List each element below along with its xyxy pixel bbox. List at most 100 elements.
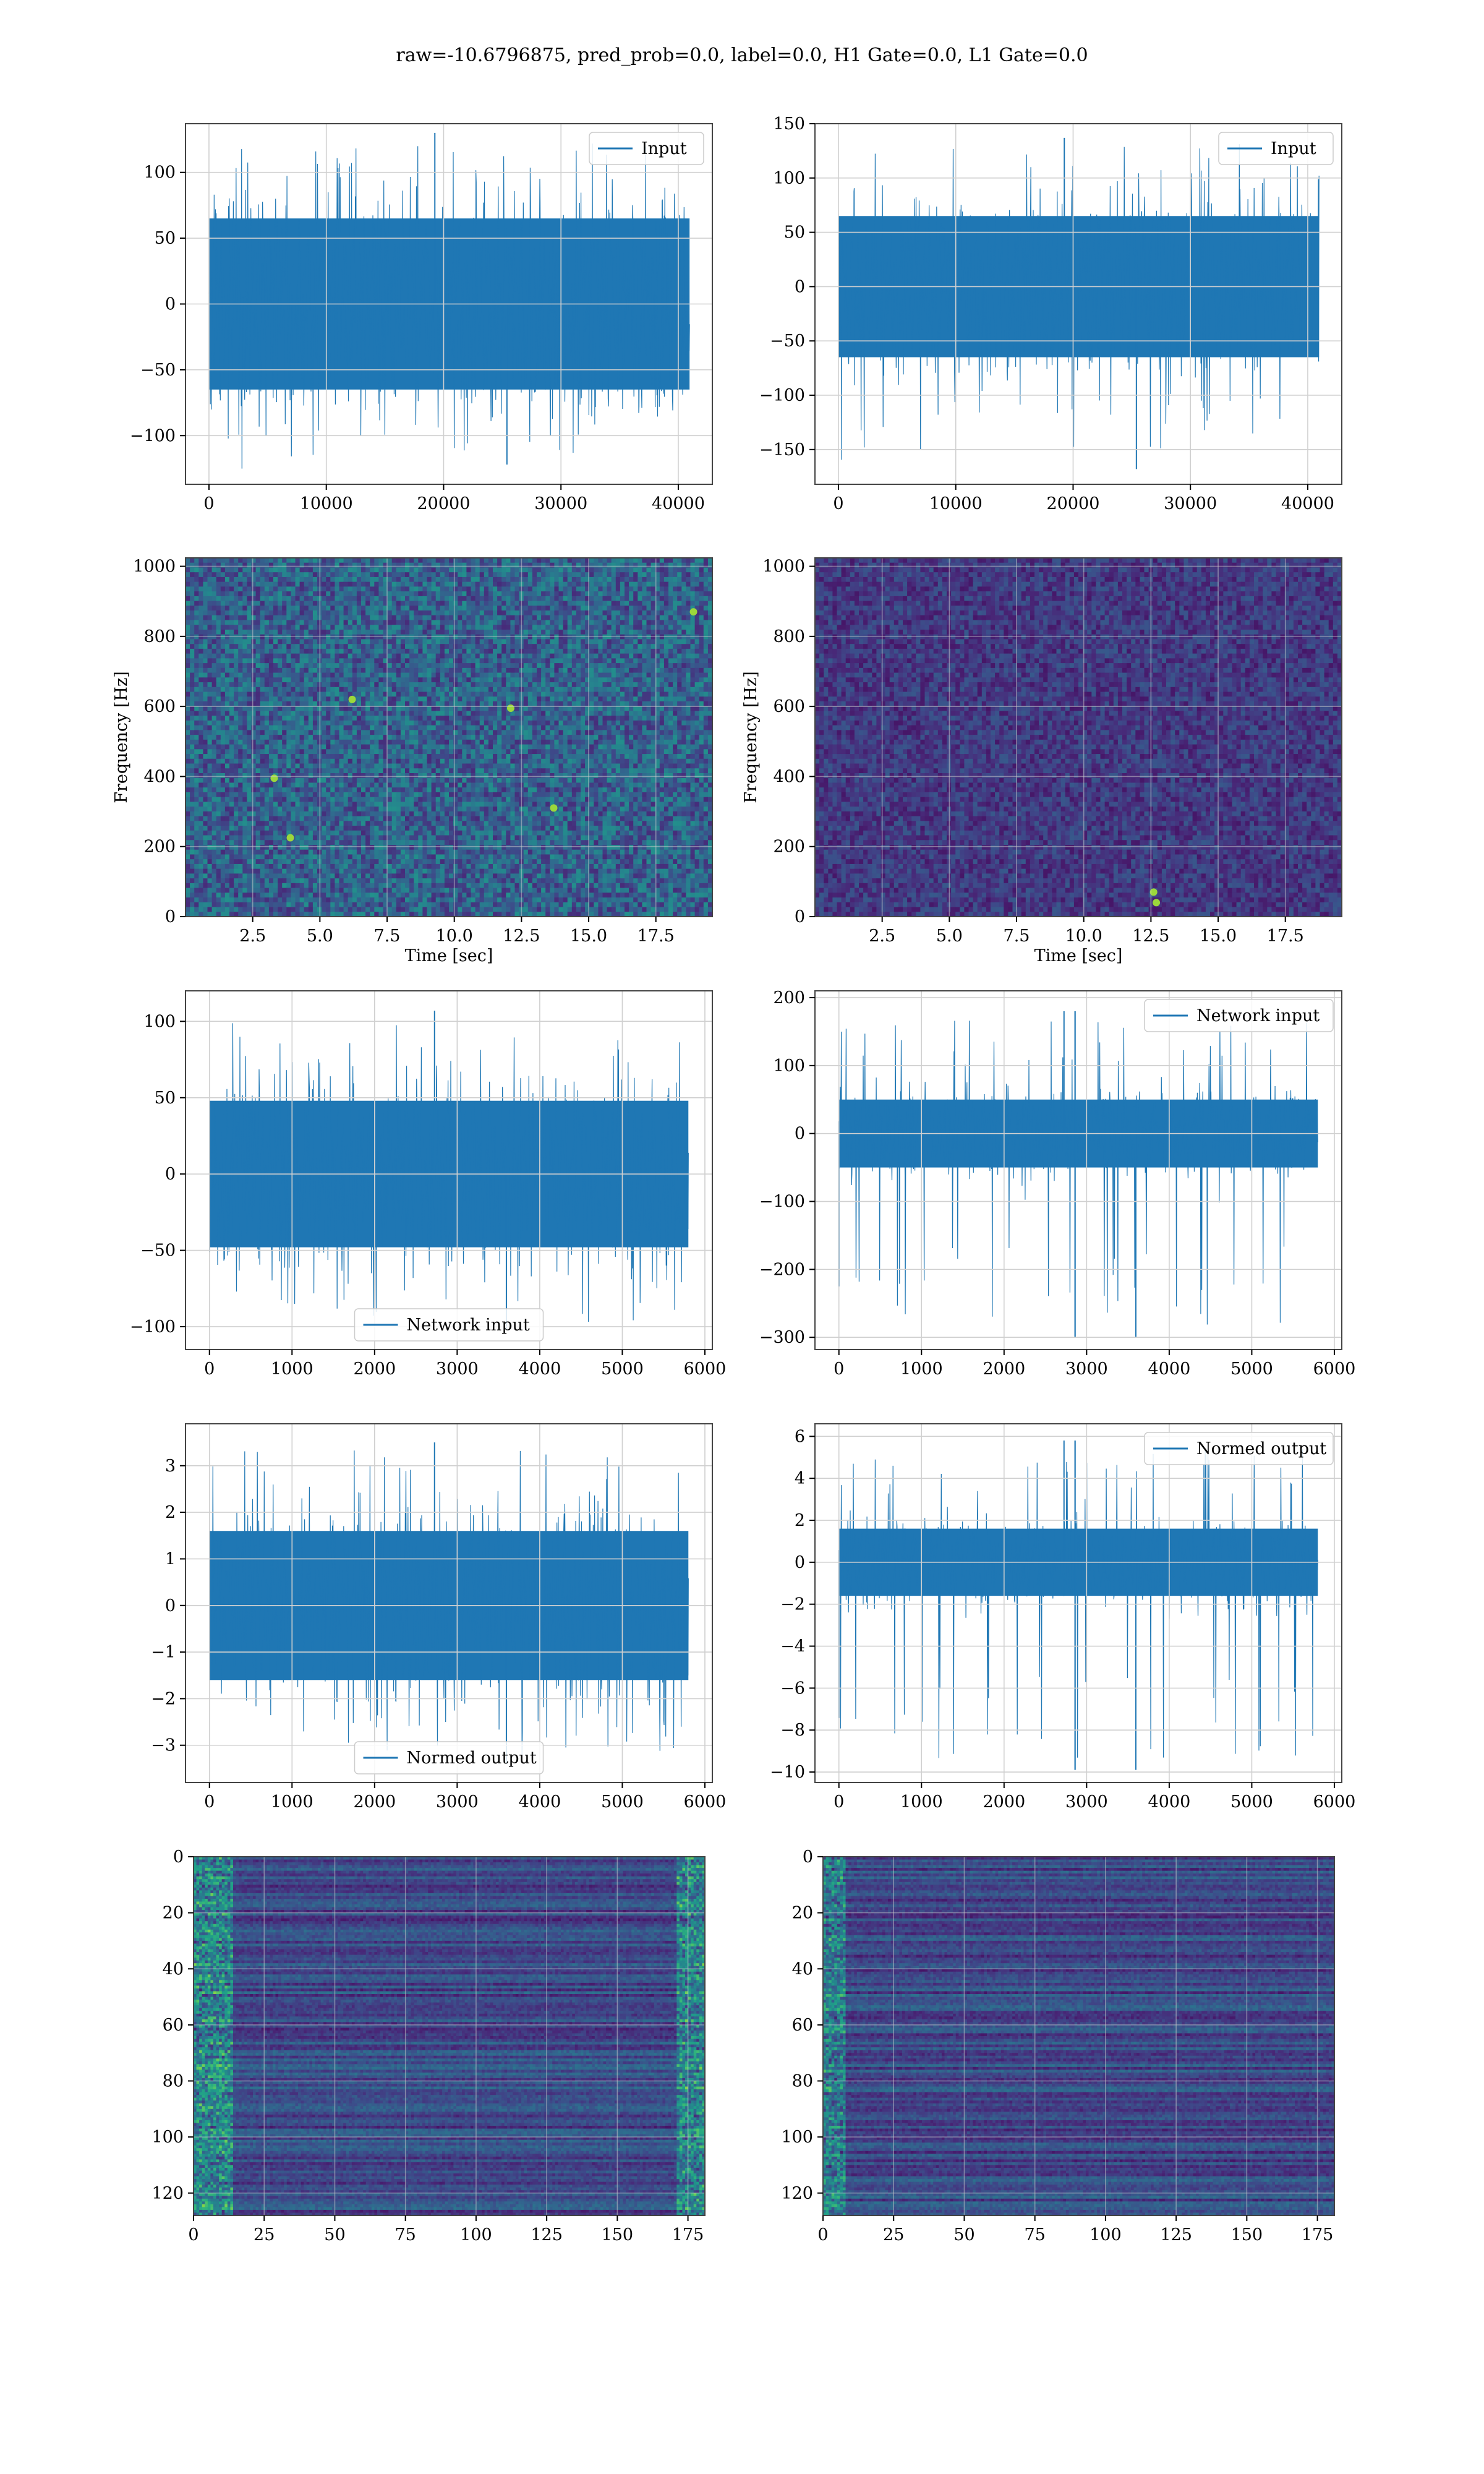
plot-area xyxy=(210,1011,689,1330)
x-tick-label: 3000 xyxy=(436,1792,479,1812)
legend-label: Network input xyxy=(1196,1006,1320,1025)
x-tick-label: 6000 xyxy=(1313,1792,1356,1812)
x-tick-label: 5000 xyxy=(1230,1792,1273,1812)
y-tick-label: 800 xyxy=(773,627,805,646)
y-tick-label: −100 xyxy=(130,426,176,445)
panel-h1-normed-output: 0 1000 2000 3000 4000 5000 6000−3−2−10123Norme… xyxy=(151,1424,726,1812)
x-tick-label: 12.5 xyxy=(503,927,540,946)
x-tick-label: 150 xyxy=(1231,2225,1263,2245)
panel-l1-network-input: 0 1000 2000 3000 4000 5000 6000−300−200−100010… xyxy=(759,988,1356,1379)
x-tick-label: 25 xyxy=(883,2225,904,2245)
x-tick-label: 2000 xyxy=(353,1792,396,1812)
x-tick-label: 1000 xyxy=(271,1359,313,1379)
x-tick-label: 175 xyxy=(672,2225,704,2245)
x-tick-label: 20000 xyxy=(417,494,471,513)
panel-l1-spectrogram: 2.5 5.0 7.5 10.0 12.5 15.0 17.5020040060080010… xyxy=(741,557,1342,965)
x-tick-label: 25 xyxy=(254,2225,275,2245)
x-tick-label: 4000 xyxy=(519,1359,561,1379)
x-tick-label: 6000 xyxy=(1313,1359,1356,1379)
x-tick-label: 3000 xyxy=(1065,1359,1108,1379)
panel-l1-normed-output: 0 1000 2000 3000 4000 5000 6000−10−8−6−4−20246… xyxy=(770,1424,1355,1812)
legend: Input xyxy=(589,132,704,165)
y-tick-label: −300 xyxy=(759,1328,805,1347)
y-tick-label: 100 xyxy=(143,1012,176,1031)
legend-label: Input xyxy=(1271,139,1316,158)
y-tick-label: 200 xyxy=(773,988,805,1008)
plot-area xyxy=(186,558,713,917)
legend-label: Network input xyxy=(407,1316,530,1335)
x-tick-label: 2.5 xyxy=(239,927,266,946)
y-tick-label: 0 xyxy=(165,907,176,927)
x-tick-label: 0 xyxy=(188,2225,198,2245)
spectrogram-hotspot xyxy=(550,804,558,811)
x-tick-label: 20000 xyxy=(1047,494,1100,513)
y-tick-label: −3 xyxy=(151,1736,176,1755)
y-tick-label: 100 xyxy=(151,2128,184,2147)
plot-area xyxy=(823,1857,1335,2216)
x-tick-label: 2.5 xyxy=(869,927,895,946)
spectrogram-hotspot xyxy=(270,774,278,782)
y-tick-label: 120 xyxy=(151,2184,184,2203)
y-tick-label: 6 xyxy=(795,1427,805,1446)
x-tick-label: 1000 xyxy=(900,1359,943,1379)
x-tick-label: 5.0 xyxy=(307,927,333,946)
x-tick-label: 6000 xyxy=(684,1792,727,1812)
y-tick-label: 0 xyxy=(795,907,805,927)
y-tick-label: −100 xyxy=(759,386,805,405)
spectrogram-hotspot xyxy=(1153,899,1160,906)
y-tick-label: 100 xyxy=(773,169,805,188)
series-line xyxy=(839,1449,1318,1758)
plot-area xyxy=(838,138,1319,469)
x-tick-label: 10.0 xyxy=(1065,927,1102,946)
y-tick-label: 3 xyxy=(165,1457,176,1476)
x-tick-label: 125 xyxy=(531,2225,563,2245)
plot-area xyxy=(194,1857,706,2216)
y-tick-label: −8 xyxy=(780,1721,805,1740)
y-tick-label: 100 xyxy=(773,1056,805,1076)
panel-h1-spectrogram: 2.5 5.0 7.5 10.0 12.5 15.0 17.5020040060080010… xyxy=(112,557,713,965)
y-tick-label: 0 xyxy=(165,1165,176,1184)
series-peaks xyxy=(839,1011,1136,1337)
y-tick-label: 80 xyxy=(792,2072,813,2091)
y-tick-label: 20 xyxy=(163,1904,184,1923)
spectrogram-hotspot xyxy=(507,704,514,712)
legend: Network input xyxy=(355,1309,544,1341)
x-tick-label: 15.0 xyxy=(570,927,607,946)
x-tick-label: 50 xyxy=(953,2225,974,2245)
axes-frame xyxy=(815,1424,1342,1783)
x-tick-label: 2000 xyxy=(353,1359,396,1379)
y-tick-label: 40 xyxy=(792,1959,813,1979)
y-tick-label: 800 xyxy=(143,627,176,646)
y-tick-label: −100 xyxy=(130,1317,176,1337)
x-tick-label: 17.5 xyxy=(638,927,675,946)
x-tick-label: 1000 xyxy=(271,1792,313,1812)
y-tick-label: 2 xyxy=(795,1511,805,1530)
y-tick-label: 40 xyxy=(163,1959,184,1979)
x-tick-label: 100 xyxy=(460,2225,492,2245)
x-tick-label: 3000 xyxy=(436,1359,479,1379)
y-tick-label: 50 xyxy=(784,223,805,242)
x-tick-label: 15.0 xyxy=(1200,927,1237,946)
y-axis-label: Frequency [Hz] xyxy=(741,671,761,803)
y-tick-label: −2 xyxy=(780,1595,805,1614)
plot-area xyxy=(839,1440,1318,1770)
y-tick-label: 0 xyxy=(165,1596,176,1616)
y-tick-label: 0 xyxy=(795,1124,805,1144)
panel-l1-input: 0 10000 20000 30000 40000−150−100−5005010015… xyxy=(759,114,1342,513)
y-tick-label: 120 xyxy=(781,2184,813,2203)
x-tick-label: 75 xyxy=(394,2225,416,2245)
x-tick-label: 5000 xyxy=(601,1359,644,1379)
y-tick-label: 60 xyxy=(792,2016,813,2035)
x-tick-label: 30000 xyxy=(1164,494,1217,513)
grid xyxy=(186,124,712,484)
x-tick-label: 0 xyxy=(834,1359,844,1379)
x-tick-label: 0 xyxy=(204,1792,215,1812)
legend-label: Input xyxy=(641,139,687,158)
y-tick-label: 200 xyxy=(143,837,176,857)
y-tick-label: −6 xyxy=(780,1679,805,1698)
x-tick-label: 40000 xyxy=(1281,494,1334,513)
x-tick-label: 75 xyxy=(1024,2225,1045,2245)
